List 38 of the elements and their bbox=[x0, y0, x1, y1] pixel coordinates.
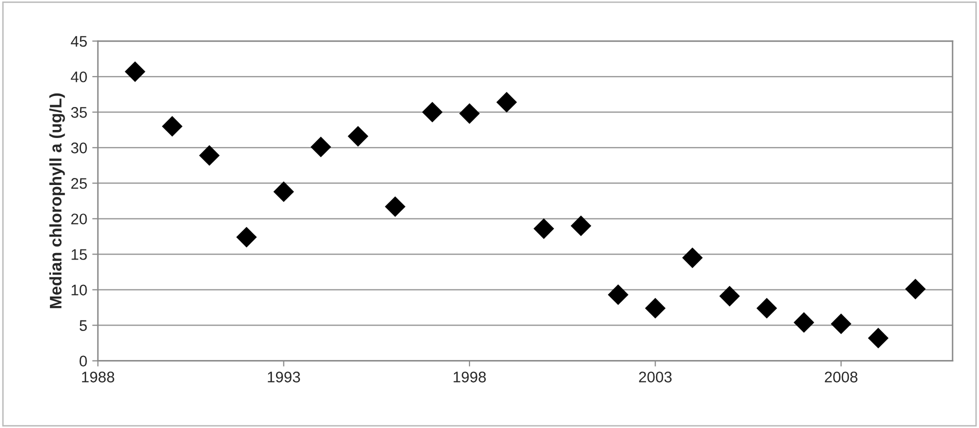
x-tick-label: 2008 bbox=[824, 372, 858, 382]
x-tick-label: 2003 bbox=[639, 372, 672, 382]
y-tick-label: 30 bbox=[71, 142, 87, 154]
point bbox=[310, 136, 332, 158]
x-tick-label: 1998 bbox=[454, 372, 486, 382]
y-tick-label: 0 bbox=[80, 356, 87, 366]
point bbox=[794, 312, 814, 333]
y-axis-title: Median chlorophyll a (ug/L) bbox=[49, 93, 65, 308]
point bbox=[348, 126, 368, 147]
point bbox=[719, 286, 740, 306]
x-tick-label: 1993 bbox=[268, 372, 300, 382]
point bbox=[682, 247, 703, 268]
y-tick-label: 45 bbox=[70, 36, 87, 47]
point bbox=[496, 92, 517, 112]
y-tick-label: 25 bbox=[71, 178, 87, 189]
y-tick-label: 40 bbox=[70, 71, 87, 82]
point bbox=[644, 298, 666, 319]
point bbox=[384, 196, 406, 217]
point bbox=[459, 103, 480, 124]
point bbox=[830, 314, 852, 334]
point bbox=[608, 284, 628, 306]
point bbox=[905, 278, 926, 300]
y-tick-label: 20 bbox=[71, 214, 87, 224]
point bbox=[199, 145, 220, 166]
point bbox=[236, 226, 257, 248]
point bbox=[756, 298, 778, 319]
x-tick-label: 1988 bbox=[82, 372, 114, 382]
point bbox=[124, 61, 146, 82]
point bbox=[868, 328, 889, 348]
point bbox=[273, 181, 294, 202]
y-tick-label: 35 bbox=[71, 107, 87, 118]
y-tick-label: 15 bbox=[72, 249, 87, 260]
point bbox=[422, 102, 443, 122]
point bbox=[570, 216, 592, 236]
y-tick-label: 10 bbox=[72, 284, 87, 296]
point bbox=[162, 116, 183, 137]
point bbox=[534, 218, 554, 239]
y-tick-label: 5 bbox=[80, 320, 87, 331]
